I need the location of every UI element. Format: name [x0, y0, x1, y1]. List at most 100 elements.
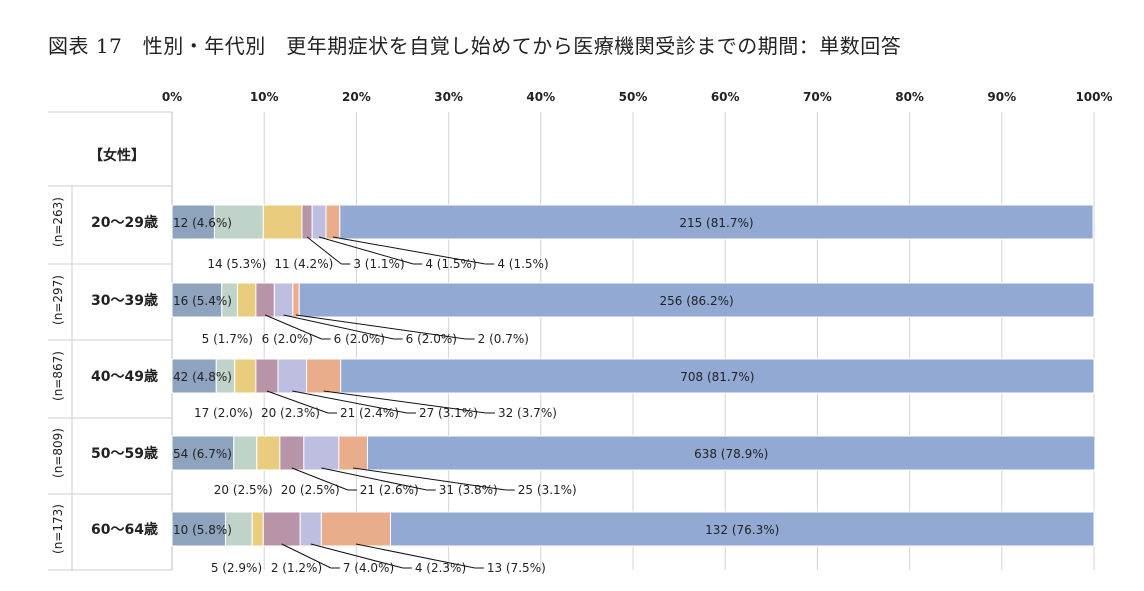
bar-segment: [301, 204, 313, 240]
chart-title: 図表 17 性別・年代別 更年期症状を自覚し始めてから医療機関受診までの期間：単…: [48, 34, 902, 58]
data-label: 20 (2.3%): [261, 406, 320, 420]
leader-line: [321, 467, 427, 491]
n-label: (n=297): [51, 275, 65, 325]
n-label: (n=173): [51, 504, 65, 554]
leader-line: [306, 236, 342, 265]
data-label: 7 (4.0%): [343, 561, 394, 575]
bar-segment: [251, 511, 264, 547]
bar-segment: [299, 511, 322, 547]
bar-segment: [213, 204, 264, 240]
leader-line: [323, 390, 487, 414]
data-label: 31 (3.8%): [439, 483, 498, 497]
data-label: 20 (2.5%): [281, 483, 340, 497]
bar-segment: [306, 358, 342, 394]
leader-line: [266, 390, 329, 414]
row-labels: 【女性】 20～29歳 (n=263) 30～39歳 (n=297) 40～49歳 (n=8…: [51, 147, 158, 554]
bar-segment: [171, 511, 226, 547]
bar-segment: [171, 358, 217, 394]
data-label: 10 (5.8%): [173, 523, 232, 537]
x-tick-label: 100%: [1075, 90, 1112, 104]
x-tick-label: 60%: [711, 90, 740, 104]
data-label: 25 (3.1%): [518, 483, 577, 497]
data-label: 2 (1.2%): [271, 561, 322, 575]
leader-line: [292, 390, 408, 414]
x-tick-label: 10%: [250, 90, 279, 104]
leader-line: [291, 467, 348, 491]
data-label: 16 (5.4%): [173, 294, 232, 308]
leader-line: [281, 543, 332, 569]
bar-segment: [298, 282, 1095, 318]
x-tick-label: 20%: [342, 90, 371, 104]
n-label: (n=263): [51, 197, 65, 247]
bar-segment: [255, 282, 275, 318]
data-label: 5 (1.7%): [202, 332, 253, 346]
category-label: 20～29歳: [91, 214, 158, 231]
bar-segment: [320, 511, 392, 547]
data-label: 42 (4.8%): [173, 370, 232, 384]
data-label: 21 (2.6%): [360, 483, 419, 497]
data-label: 32 (3.7%): [498, 406, 557, 420]
bar-segment: [233, 435, 258, 471]
x-tick-label: 50%: [619, 90, 648, 104]
category-label: 40～49歳: [91, 368, 158, 385]
bar-segment: [340, 358, 1095, 394]
category-label: 50～59歳: [91, 445, 158, 462]
bar-segment: [338, 435, 368, 471]
bar-segment: [171, 282, 223, 318]
leader-line: [264, 314, 322, 340]
data-label: 14 (5.3%): [207, 257, 266, 271]
data-label: 638 (78.9%): [694, 447, 768, 461]
bar-segment: [236, 282, 257, 318]
data-label: 4 (2.3%): [415, 561, 466, 575]
bar-segment: [224, 511, 253, 547]
bar-segment: [171, 204, 215, 240]
leader-line: [318, 236, 414, 265]
bar-segment: [262, 511, 301, 547]
category-label: 60～64歳: [91, 521, 158, 538]
bar-segment: [339, 204, 1094, 240]
bar-segment: [366, 435, 1096, 471]
data-label: 12 (4.6%): [173, 216, 232, 230]
data-label: 4 (1.5%): [425, 257, 476, 271]
gridlines: [171, 112, 1095, 570]
bar-segment: [292, 282, 300, 318]
bar-segment: [273, 282, 294, 318]
leader-line: [310, 543, 403, 569]
row-frame: [48, 111, 173, 571]
data-label: 54 (6.7%): [173, 447, 232, 461]
bar-segment: [277, 358, 308, 394]
x-tick-label: 0%: [162, 90, 182, 104]
category-label: 30～39歳: [91, 292, 158, 309]
bar-segment: [311, 204, 327, 240]
x-tick-labels: 0% 10% 20% 30% 40% 50% 60% 70% 80% 90% 100%: [162, 90, 1113, 104]
x-tick-label: 30%: [434, 90, 463, 104]
bars: 12 (4.6%) 215 (81.7%) 16 (5.4%) 256 (86.2%)…: [171, 204, 1096, 547]
x-tick-label: 90%: [987, 90, 1016, 104]
data-label: 708 (81.7%): [680, 370, 754, 384]
bar-segment: [262, 204, 303, 240]
data-label: 17 (2.0%): [194, 406, 253, 420]
leader-line: [283, 314, 394, 340]
data-label: 20 (2.5%): [214, 483, 273, 497]
data-label: 13 (7.5%): [487, 561, 546, 575]
data-label: 21 (2.4%): [340, 406, 399, 420]
data-label: 5 (2.9%): [211, 561, 262, 575]
data-label: 6 (2.0%): [262, 332, 313, 346]
bar-segment: [256, 435, 281, 471]
callouts: 14 (5.3%) 11 (4.2%) 3 (1.1%) 4 (1.5%) 4 (1.5…: [194, 236, 577, 575]
leader-line: [295, 314, 466, 340]
leader-line: [355, 543, 475, 569]
data-label: 4 (1.5%): [497, 257, 548, 271]
leader-line: [332, 236, 486, 265]
bar-segment: [303, 435, 340, 471]
data-label: 2 (0.7%): [478, 332, 529, 346]
n-label: (n=867): [51, 351, 65, 401]
leader-line: [353, 467, 506, 491]
n-label: (n=809): [51, 428, 65, 478]
bar-segment: [390, 511, 1095, 547]
x-tick-label: 80%: [895, 90, 924, 104]
x-tick-label: 40%: [526, 90, 555, 104]
data-label: 215 (81.7%): [679, 216, 753, 230]
data-label: 11 (4.2%): [274, 257, 333, 271]
